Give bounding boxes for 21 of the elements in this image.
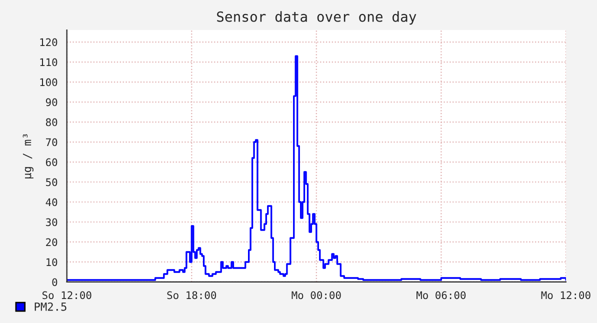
x-tick-label: So 18:00 [167, 291, 216, 300]
y-tick-label: 60 [46, 158, 58, 166]
chart-title: Sensor data over one day [217, 11, 416, 25]
y-tick-label: 80 [46, 118, 58, 126]
y-tick-label: 70 [46, 138, 58, 146]
y-tick-label: 110 [40, 58, 58, 66]
x-tick-label: So 12:00 [42, 291, 92, 300]
y-tick-label: 120 [40, 38, 58, 46]
y-tick-label: 90 [46, 98, 58, 106]
y-tick-label: 100 [40, 78, 58, 86]
x-tick-label: Mo 12:00 [541, 291, 590, 300]
y-tick-label: 20 [46, 238, 58, 246]
x-tick-label: Mo 06:00 [416, 291, 466, 300]
y-tick-label: 0 [52, 278, 58, 286]
y-tick-label: 10 [46, 258, 58, 266]
x-tick-label: Mo 00:00 [292, 291, 341, 300]
y-tick-label: 50 [46, 178, 58, 186]
y-tick-label: 30 [46, 218, 58, 226]
y-tick-label: 40 [46, 198, 58, 206]
legend-label: PM2.5 [34, 302, 66, 311]
y-axis-title: µg / m³ [22, 134, 34, 178]
